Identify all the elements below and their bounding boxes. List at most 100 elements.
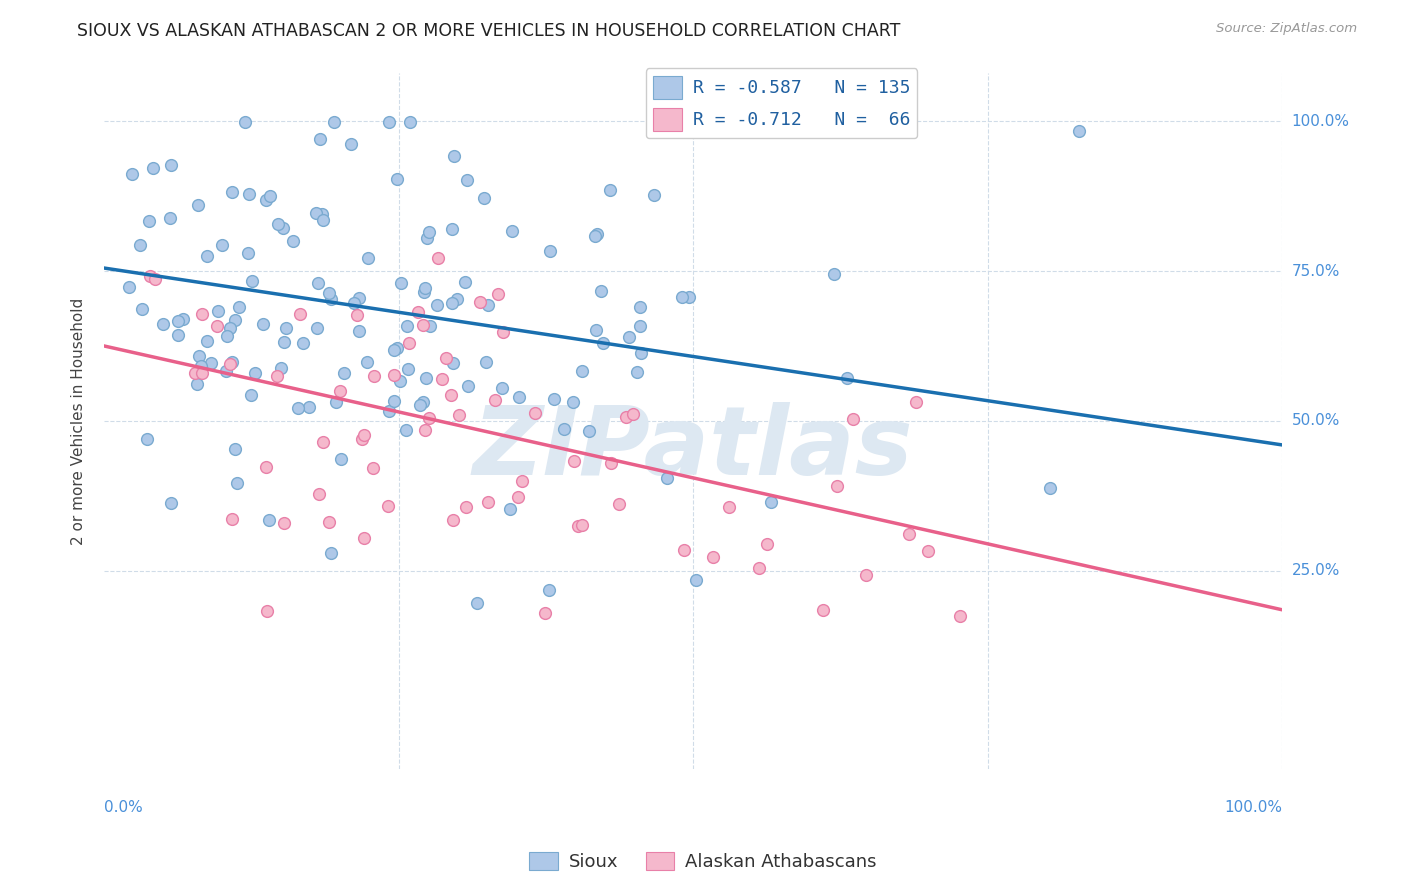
Point [121, 167, 143, 181]
Point [254, 193, 277, 207]
Point [221, 355, 243, 369]
Point [457, 379, 479, 393]
Point [142, 161, 165, 176]
Point [318, 515, 340, 529]
Point [756, 537, 779, 551]
Point [274, 320, 297, 334]
Point [418, 318, 440, 333]
Point [266, 217, 288, 231]
Point [501, 223, 523, 237]
Point [238, 246, 260, 260]
Point [759, 494, 782, 508]
Point [167, 328, 190, 343]
Point [281, 234, 304, 248]
Point [585, 227, 607, 242]
Point [748, 560, 770, 574]
Point [266, 369, 288, 384]
Point [446, 293, 468, 307]
Point [346, 308, 368, 322]
Point [329, 451, 352, 466]
Point [426, 298, 449, 312]
Point [312, 212, 335, 227]
Point [486, 287, 509, 301]
Point [273, 334, 295, 349]
Point [361, 461, 384, 475]
Point [219, 320, 242, 334]
Point [305, 206, 328, 220]
Point [827, 478, 849, 492]
Point [702, 550, 724, 565]
Text: ZIPatlas: ZIPatlas [472, 402, 914, 495]
Point [949, 608, 972, 623]
Point [347, 291, 370, 305]
Point [377, 499, 399, 513]
Point [254, 459, 277, 474]
Point [389, 374, 412, 388]
Point [823, 267, 845, 281]
Point [571, 364, 593, 378]
Point [167, 313, 190, 327]
Point [512, 474, 534, 488]
Point [592, 336, 614, 351]
Point [456, 173, 478, 187]
Text: 100.0%: 100.0% [1292, 113, 1350, 128]
Point [567, 519, 589, 533]
Point [118, 280, 141, 294]
Point [152, 317, 174, 331]
Point [352, 432, 374, 446]
Point [447, 408, 470, 422]
Point [617, 330, 640, 344]
Point [243, 366, 266, 380]
Point [319, 545, 342, 559]
Text: 50.0%: 50.0% [1292, 413, 1340, 428]
Point [409, 398, 432, 412]
Point [571, 518, 593, 533]
Point [215, 329, 238, 343]
Text: 0.0%: 0.0% [104, 800, 143, 815]
Point [583, 229, 606, 244]
Point [363, 369, 385, 384]
Point [271, 221, 294, 235]
Point [252, 317, 274, 331]
Point [472, 191, 495, 205]
Point [454, 276, 477, 290]
Point [441, 513, 464, 527]
Point [543, 392, 565, 406]
Point [614, 410, 637, 425]
Text: 75.0%: 75.0% [1292, 263, 1340, 278]
Point [491, 381, 513, 395]
Point [186, 377, 208, 392]
Point [200, 356, 222, 370]
Point [626, 365, 648, 379]
Point [259, 189, 281, 203]
Point [312, 435, 335, 450]
Point [630, 346, 652, 360]
Point [607, 497, 630, 511]
Point [207, 303, 229, 318]
Point [329, 384, 352, 398]
Point [339, 136, 361, 151]
Point [195, 249, 218, 263]
Point [389, 277, 412, 291]
Point [553, 422, 575, 436]
Point [499, 502, 522, 516]
Y-axis label: 2 or more Vehicles in Household: 2 or more Vehicles in Household [72, 297, 86, 544]
Point [561, 395, 583, 409]
Point [195, 334, 218, 348]
Point [426, 251, 449, 265]
Point [136, 432, 159, 446]
Point [443, 148, 465, 162]
Point [578, 424, 600, 438]
Point [484, 393, 506, 408]
Point [440, 388, 463, 402]
Point [190, 359, 212, 373]
Point [468, 294, 491, 309]
Point [905, 395, 928, 409]
Point [353, 531, 375, 545]
Point [191, 307, 214, 321]
Point [441, 356, 464, 370]
Point [308, 487, 330, 501]
Point [384, 393, 406, 408]
Point [678, 290, 700, 304]
Point [396, 362, 419, 376]
